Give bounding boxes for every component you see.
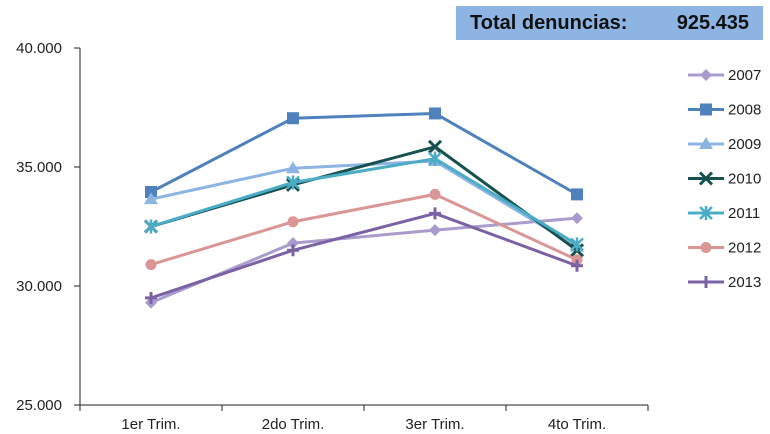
y-tick-label: 40.000 <box>16 40 62 57</box>
legend-marker-2008 <box>700 103 712 116</box>
data-point-2013 <box>571 259 583 272</box>
data-point-2010 <box>427 139 443 154</box>
legend-marker-2010 <box>698 171 714 186</box>
data-point-2007 <box>287 237 299 250</box>
legend-label-2009: 2009 <box>728 136 761 153</box>
series-line-2010 <box>150 145 578 252</box>
data-point-2012 <box>429 188 441 200</box>
data-point-2013 <box>429 207 441 220</box>
y-tick-label: 35.000 <box>16 159 62 176</box>
data-point-2011 <box>286 175 300 190</box>
legend-label-2008: 2008 <box>728 102 761 119</box>
data-point-2011 <box>428 151 442 166</box>
data-point-2008 <box>571 188 583 201</box>
legend-marker-2009 <box>699 137 713 149</box>
legend-label-2011: 2011 <box>728 205 760 222</box>
data-point-2012 <box>145 259 157 271</box>
series-line-2013 <box>150 211 578 300</box>
y-tick-label: 30.000 <box>16 278 62 295</box>
legend-marker-2013 <box>700 276 712 288</box>
total-value: 925.435 <box>676 11 749 34</box>
data-point-2008 <box>287 112 299 125</box>
legend-marker-2007 <box>700 69 712 81</box>
data-point-2009 <box>144 192 158 205</box>
x-tick-label: 3er Trim. <box>405 416 464 433</box>
total-denuncias-box: Total denuncias: 925.435 <box>456 6 763 40</box>
legend-label-2007: 2007 <box>728 67 761 84</box>
data-point-2009 <box>286 161 300 174</box>
legend-label-2010: 2010 <box>728 171 761 188</box>
legend-marker-2012 <box>700 242 712 253</box>
series-line-2012 <box>150 192 578 267</box>
x-tick-label: 2do Trim. <box>262 416 325 433</box>
legend-label-2012: 2012 <box>728 240 761 257</box>
data-point-2011 <box>144 219 158 234</box>
x-tick-label: 1er Trim. <box>121 416 180 433</box>
data-point-2008 <box>145 185 157 198</box>
data-point-2008 <box>429 107 441 120</box>
y-tick-label: 25.000 <box>16 397 62 414</box>
legend-label-2013: 2013 <box>728 274 761 291</box>
data-point-2012 <box>287 216 299 228</box>
series-line-2008 <box>150 111 578 196</box>
data-point-2011 <box>570 237 584 252</box>
series-line-2011 <box>150 157 578 246</box>
data-point-2007 <box>571 212 583 225</box>
total-label: Total denuncias: <box>470 11 628 34</box>
data-point-2013 <box>145 291 157 304</box>
data-point-2007 <box>429 224 441 237</box>
x-tick-label: 4to Trim. <box>548 416 606 433</box>
data-point-2013 <box>287 244 299 257</box>
legend-marker-2011 <box>699 206 713 220</box>
